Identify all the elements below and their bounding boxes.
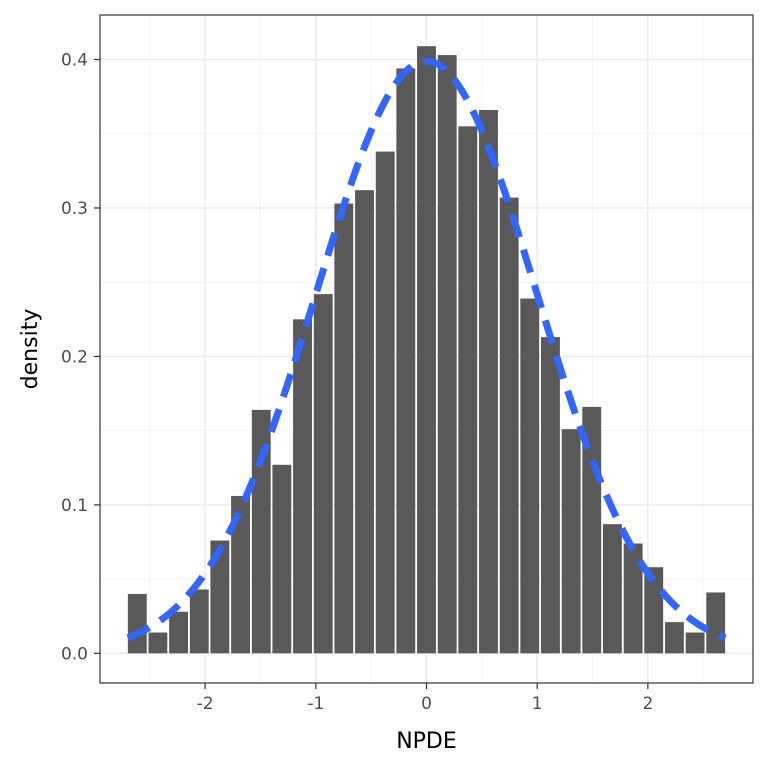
y-axis-title: density [18, 309, 43, 390]
histogram-bar [417, 46, 436, 654]
histogram-bar [355, 190, 374, 654]
histogram-bar [127, 593, 147, 654]
y-tick-label: 0.3 [61, 199, 88, 219]
histogram-bar [396, 68, 416, 654]
x-tick-label: -1 [307, 694, 324, 714]
x-tick-label: -2 [197, 694, 214, 714]
histogram-bar [458, 126, 478, 654]
y-tick-label: 0.2 [61, 347, 88, 367]
histogram-bars [127, 46, 726, 654]
histogram-bar [272, 464, 292, 654]
histogram-bar [210, 540, 230, 654]
histogram-bar [148, 632, 168, 654]
histogram-bar [664, 622, 684, 654]
histogram-bar [334, 203, 354, 654]
histogram-bar [644, 567, 664, 654]
x-tick-label: 2 [642, 694, 653, 714]
histogram-bar [479, 110, 498, 654]
histogram-bar [375, 151, 395, 654]
x-tick-label: 0 [421, 694, 432, 714]
x-axis: -2 -1 0 1 2 [197, 683, 653, 714]
histogram-bar [685, 632, 705, 654]
histogram-bar [293, 319, 312, 654]
histogram-bar [603, 524, 622, 654]
y-tick-label: 0.4 [61, 51, 88, 71]
normal-density-curve [126, 57, 727, 642]
histogram-bar [231, 495, 250, 654]
histogram-bar [251, 409, 271, 654]
y-tick-label: 0.1 [61, 496, 88, 516]
histogram-bar [623, 543, 643, 654]
histogram-bar [706, 592, 726, 654]
y-axis: 0.0 0.1 0.2 0.3 0.4 [61, 51, 100, 664]
histogram-bar [437, 55, 457, 654]
histogram-bar [313, 294, 333, 654]
x-axis-title: NPDE [396, 729, 457, 754]
y-tick-label: 0.0 [61, 644, 88, 664]
histogram-bar [189, 589, 209, 654]
x-tick-label: 1 [532, 694, 543, 714]
histogram-bar [541, 337, 560, 654]
histogram-bar [499, 197, 519, 654]
histogram-bar [169, 611, 189, 654]
histogram-bar [561, 429, 581, 654]
histogram-bar [520, 298, 540, 654]
